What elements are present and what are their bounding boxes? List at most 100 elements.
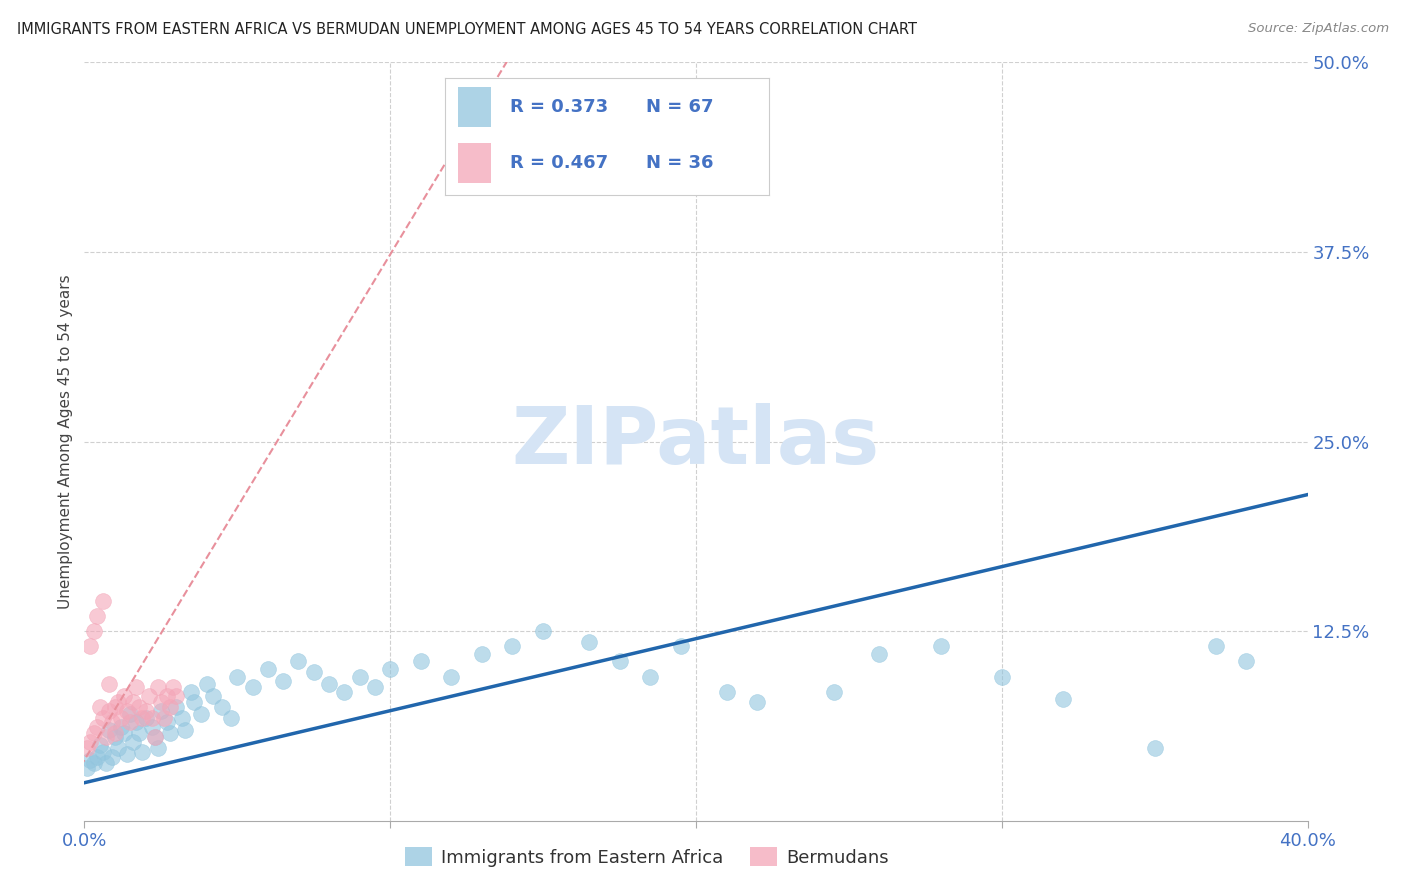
Point — [91, 710, 114, 724]
Point — [86, 750, 108, 764]
Point — [83, 624, 105, 639]
Point — [107, 740, 129, 755]
Point — [380, 662, 402, 676]
Point — [716, 685, 738, 699]
Point — [153, 710, 176, 724]
Point — [929, 639, 952, 653]
Point — [89, 738, 111, 752]
Point — [131, 710, 153, 724]
Point — [128, 725, 150, 739]
Point — [83, 756, 105, 770]
Point — [226, 669, 249, 683]
Point — [110, 710, 132, 724]
Text: ZIPatlas: ZIPatlas — [512, 402, 880, 481]
Point — [101, 750, 124, 764]
Point — [1205, 639, 1227, 653]
Point — [638, 669, 661, 683]
Point — [211, 699, 233, 714]
Point — [97, 705, 120, 719]
Point — [131, 746, 153, 760]
Point — [101, 715, 124, 730]
Point — [86, 608, 108, 623]
Point — [122, 735, 145, 749]
Point — [271, 674, 294, 689]
Point — [162, 680, 184, 694]
Point — [257, 662, 280, 676]
Point — [120, 707, 142, 722]
Point — [79, 639, 101, 653]
Point — [112, 725, 135, 739]
Point — [104, 730, 127, 744]
Point — [79, 735, 101, 749]
Point — [991, 669, 1014, 683]
Point — [609, 655, 631, 669]
Point — [97, 723, 120, 737]
Point — [104, 699, 127, 714]
Point — [318, 677, 340, 691]
Y-axis label: Unemployment Among Ages 45 to 54 years: Unemployment Among Ages 45 to 54 years — [58, 274, 73, 609]
Point — [125, 680, 148, 694]
Point — [94, 756, 117, 770]
Point — [143, 730, 166, 744]
Point — [120, 715, 142, 730]
Point — [669, 639, 692, 653]
Point — [107, 695, 129, 709]
Point — [138, 690, 160, 704]
Point — [1143, 740, 1166, 755]
Text: Source: ZipAtlas.com: Source: ZipAtlas.com — [1249, 22, 1389, 36]
Point — [86, 720, 108, 734]
Point — [201, 690, 224, 704]
Point — [128, 699, 150, 714]
Point — [159, 699, 181, 714]
Point — [531, 161, 554, 176]
Point — [165, 690, 187, 704]
Point — [125, 715, 148, 730]
Point — [302, 665, 325, 679]
Point — [104, 725, 127, 739]
Point — [94, 730, 117, 744]
Point — [502, 639, 524, 653]
Point — [146, 680, 169, 694]
Point — [869, 647, 891, 661]
Point — [1052, 692, 1074, 706]
Point — [1236, 655, 1258, 669]
Point — [141, 720, 163, 734]
Point — [172, 710, 194, 724]
Point — [174, 723, 197, 737]
Point — [76, 740, 98, 755]
Point — [122, 695, 145, 709]
Point — [440, 669, 463, 683]
Point — [823, 685, 845, 699]
Point — [156, 715, 179, 730]
Point — [76, 760, 98, 774]
Point — [242, 680, 264, 694]
Point — [190, 707, 212, 722]
Point — [115, 747, 138, 761]
Point — [364, 680, 387, 694]
Point — [91, 746, 114, 760]
Point — [156, 690, 179, 704]
Point — [89, 699, 111, 714]
Point — [333, 685, 356, 699]
Point — [183, 695, 205, 709]
Point — [91, 594, 114, 608]
Point — [409, 655, 432, 669]
Point — [531, 624, 554, 639]
Point — [135, 705, 157, 719]
Point — [149, 695, 172, 709]
Point — [146, 740, 169, 755]
Point — [141, 710, 163, 724]
Point — [110, 720, 132, 734]
Point — [112, 690, 135, 704]
Point — [747, 695, 769, 709]
Point — [149, 705, 172, 719]
Point — [349, 669, 371, 683]
Point — [471, 647, 494, 661]
Point — [83, 725, 105, 739]
Point — [135, 710, 157, 724]
Legend: Immigrants from Eastern Africa, Bermudans: Immigrants from Eastern Africa, Bermudan… — [398, 840, 896, 874]
Point — [219, 710, 242, 724]
Point — [143, 730, 166, 744]
Point — [97, 677, 120, 691]
Point — [287, 655, 309, 669]
